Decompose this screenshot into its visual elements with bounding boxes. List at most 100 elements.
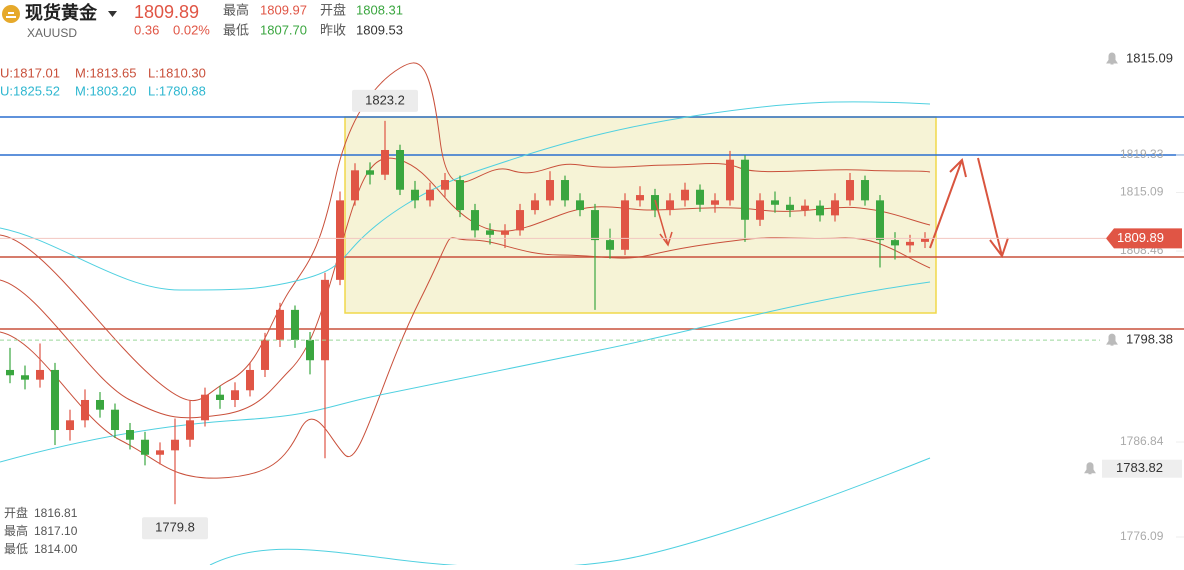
info-label: 最低 bbox=[4, 542, 28, 556]
candle-body bbox=[366, 170, 374, 175]
extreme-tag bbox=[142, 517, 208, 540]
stat-value: 1809.53 bbox=[356, 22, 403, 37]
candle-body bbox=[906, 241, 914, 246]
candle-body bbox=[666, 200, 674, 211]
info-value: 1817.10 bbox=[34, 524, 78, 538]
indicator: L:1810.30 bbox=[148, 65, 206, 80]
candle-body bbox=[381, 149, 389, 175]
last-price-tag bbox=[1106, 228, 1182, 249]
candle-body bbox=[201, 394, 209, 421]
candle-body bbox=[741, 159, 749, 220]
arrows bbox=[654, 157, 1009, 259]
band-lower-long bbox=[209, 457, 931, 568]
candle-body bbox=[306, 339, 314, 361]
bell-icon bbox=[1106, 52, 1118, 65]
candle-body bbox=[231, 390, 239, 400]
candle-body bbox=[51, 369, 59, 431]
stat-label: 开盘 bbox=[320, 2, 346, 17]
arrow bbox=[654, 199, 673, 247]
alert-tag bbox=[1122, 50, 1182, 68]
y-tick-label: 1819.33 bbox=[1120, 147, 1164, 161]
candle-body bbox=[891, 240, 899, 246]
indicator: U:1825.52 bbox=[0, 83, 60, 98]
change-pct: 0.02% bbox=[173, 22, 210, 37]
candle-body bbox=[216, 394, 224, 400]
indicator: U:1817.01 bbox=[0, 65, 60, 80]
candle-body bbox=[96, 399, 104, 410]
candle-body bbox=[351, 170, 359, 201]
candle-body bbox=[126, 430, 134, 440]
candle-body bbox=[6, 369, 14, 376]
y-tick-label: 1815.09 bbox=[1120, 185, 1164, 199]
info-label: 最高 bbox=[4, 523, 28, 538]
candle-body bbox=[831, 200, 839, 216]
bollinger-bands bbox=[0, 62, 931, 568]
candle-body bbox=[501, 230, 509, 235]
candle-body bbox=[171, 439, 179, 451]
candle-body bbox=[516, 210, 524, 231]
stat-label: 最低 bbox=[223, 22, 249, 37]
band-middle-long bbox=[0, 281, 931, 463]
extreme-label: 1779.8 bbox=[155, 520, 195, 535]
candle-body bbox=[546, 180, 554, 201]
candle-body bbox=[786, 204, 794, 211]
bell-icon bbox=[1084, 462, 1096, 475]
candle-body bbox=[531, 200, 539, 211]
change: 0.36 bbox=[134, 22, 159, 37]
candle-body bbox=[156, 450, 164, 455]
band-upper bbox=[0, 62, 931, 402]
candle-body bbox=[756, 200, 764, 220]
candle-body bbox=[711, 200, 719, 205]
stat-value: 1807.70 bbox=[260, 22, 307, 37]
candle-body bbox=[291, 309, 299, 340]
candle-body bbox=[621, 200, 629, 250]
indicator: M:1803.20 bbox=[75, 83, 136, 98]
alert-price: 1783.82 bbox=[1116, 460, 1163, 475]
candle-body bbox=[336, 200, 344, 280]
band-lower bbox=[0, 237, 931, 479]
candle-body bbox=[441, 180, 449, 190]
candle-body bbox=[21, 375, 29, 380]
candle-body bbox=[486, 230, 494, 235]
candle-body bbox=[411, 189, 419, 201]
candle-body bbox=[921, 238, 929, 242]
candle-body bbox=[81, 399, 89, 421]
candle-body bbox=[471, 210, 479, 231]
dropdown[interactable] bbox=[108, 11, 117, 17]
symbol: XAUUSD bbox=[27, 26, 77, 40]
candle-body bbox=[426, 189, 434, 201]
extreme-label: 1823.2 bbox=[365, 92, 405, 107]
alert-price: 1798.38 bbox=[1126, 332, 1173, 347]
candle-body bbox=[276, 309, 284, 340]
extreme-tag bbox=[352, 89, 418, 112]
info-value: 1814.00 bbox=[34, 542, 78, 556]
stat-label: 最高 bbox=[223, 2, 249, 17]
info-label: 开盘 bbox=[4, 505, 28, 520]
arrow bbox=[977, 157, 1009, 259]
stat-value: 1808.31 bbox=[356, 2, 403, 17]
price: 1809.89 bbox=[134, 2, 199, 22]
candle-body bbox=[396, 149, 404, 190]
candle-body bbox=[261, 339, 269, 370]
stat-label: 昨收 bbox=[320, 22, 346, 37]
bell-icon bbox=[1106, 333, 1118, 346]
candle-body bbox=[36, 369, 44, 380]
stat-value: 1809.97 bbox=[260, 2, 307, 17]
y-tick-label: 1776.09 bbox=[1120, 529, 1164, 543]
candle-body bbox=[606, 240, 614, 250]
candle-body bbox=[636, 195, 644, 201]
candle-body bbox=[681, 189, 689, 201]
candle-body bbox=[186, 420, 194, 440]
candle-body bbox=[246, 369, 254, 391]
instrument-name: 现货黄金 bbox=[25, 2, 98, 23]
candle-body bbox=[816, 205, 824, 216]
last-price-label: 1809.89 bbox=[1117, 230, 1164, 245]
indicator: L:1780.88 bbox=[148, 83, 206, 98]
candle-body bbox=[861, 180, 869, 201]
alert-tag bbox=[1102, 459, 1182, 478]
arrow bbox=[929, 158, 967, 249]
band-upper-long bbox=[0, 101, 931, 291]
candle-body bbox=[876, 200, 884, 241]
